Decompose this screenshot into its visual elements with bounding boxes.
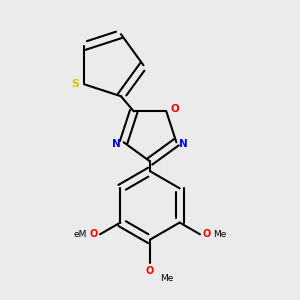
Text: O: O bbox=[89, 229, 98, 239]
Text: O: O bbox=[202, 229, 211, 239]
Text: Me: Me bbox=[160, 274, 173, 283]
Text: Me: Me bbox=[213, 230, 226, 239]
Text: N: N bbox=[179, 139, 188, 149]
Text: O: O bbox=[146, 266, 154, 276]
Text: N: N bbox=[112, 139, 121, 149]
Text: S: S bbox=[71, 80, 80, 89]
Text: O: O bbox=[170, 104, 179, 114]
Text: eM: eM bbox=[74, 230, 87, 239]
